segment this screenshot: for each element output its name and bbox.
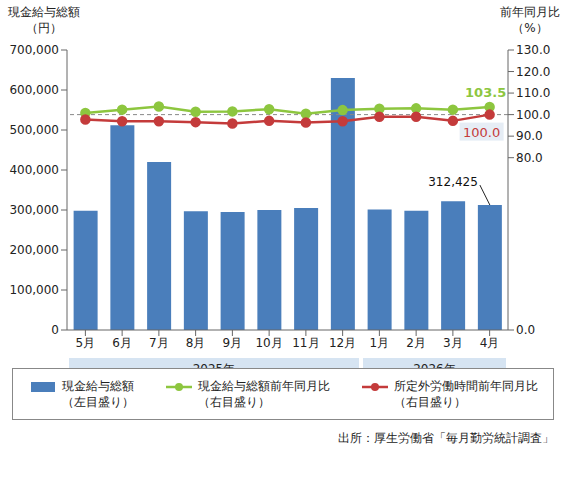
svg-text:3月: 3月 <box>443 336 463 350</box>
svg-text:500,000: 500,000 <box>9 123 59 137</box>
html-text:（左目盛り）: （左目盛り） <box>61 395 134 409</box>
svg-text:120.0: 120.0 <box>516 65 550 79</box>
html-text:現金給与総額: 現金給与総額 <box>8 5 80 19</box>
svg-text:9月: 9月 <box>223 336 243 350</box>
svg-text:100.0: 100.0 <box>463 125 500 140</box>
html-text:前年同月比: 前年同月比 <box>500 5 560 19</box>
svg-text:7月: 7月 <box>149 336 169 350</box>
html-text:（円）: （円） <box>26 21 62 35</box>
svg-text:80.0: 80.0 <box>516 151 543 165</box>
html-text:現金給与総額前年同月比: 現金給与総額前年同月比 <box>197 379 330 393</box>
svg-text:300,000: 300,000 <box>9 203 59 217</box>
svg-text:130.0: 130.0 <box>516 43 550 57</box>
svg-text:8月: 8月 <box>186 336 206 350</box>
html-text:（右目盛り）: （右目盛り） <box>393 395 466 409</box>
svg-text:100.0: 100.0 <box>516 108 550 122</box>
html-text:2025年: 2025年 <box>192 362 236 376</box>
svg-text:0.0: 0.0 <box>516 323 535 337</box>
svg-text:4月: 4月 <box>480 336 500 350</box>
svg-text:6月: 6月 <box>112 336 132 350</box>
svg-text:400,000: 400,000 <box>9 163 59 177</box>
svg-text:12月: 12月 <box>329 336 356 350</box>
svg-text:0: 0 <box>51 323 59 337</box>
svg-text:2月: 2月 <box>406 336 426 350</box>
svg-text:11月: 11月 <box>292 336 319 350</box>
svg-text:5月: 5月 <box>76 336 96 350</box>
svg-text:1月: 1月 <box>370 336 390 350</box>
svg-text:600,000: 600,000 <box>9 83 59 97</box>
html-text:（右目盛り）: （右目盛り） <box>197 395 270 409</box>
html-text:所定外労働時間前年同月比: 所定外労働時間前年同月比 <box>393 379 538 393</box>
html-text:出所：厚生労働省「毎月勤労統計調査」: 出所：厚生労働省「毎月勤労統計調査」 <box>338 431 554 445</box>
svg-text:90.0: 90.0 <box>516 129 543 143</box>
svg-text:100,000: 100,000 <box>9 283 59 297</box>
svg-text:10月: 10月 <box>255 336 282 350</box>
html-text:現金給与総額: 現金給与総額 <box>61 379 134 393</box>
svg-text:700,000: 700,000 <box>9 43 59 57</box>
svg-text:312,425: 312,425 <box>428 175 478 189</box>
html-text:2026年: 2026年 <box>413 362 456 376</box>
svg-text:110.0: 110.0 <box>516 86 550 100</box>
svg-text:103.5: 103.5 <box>465 85 506 100</box>
svg-text:200,000: 200,000 <box>9 243 59 257</box>
